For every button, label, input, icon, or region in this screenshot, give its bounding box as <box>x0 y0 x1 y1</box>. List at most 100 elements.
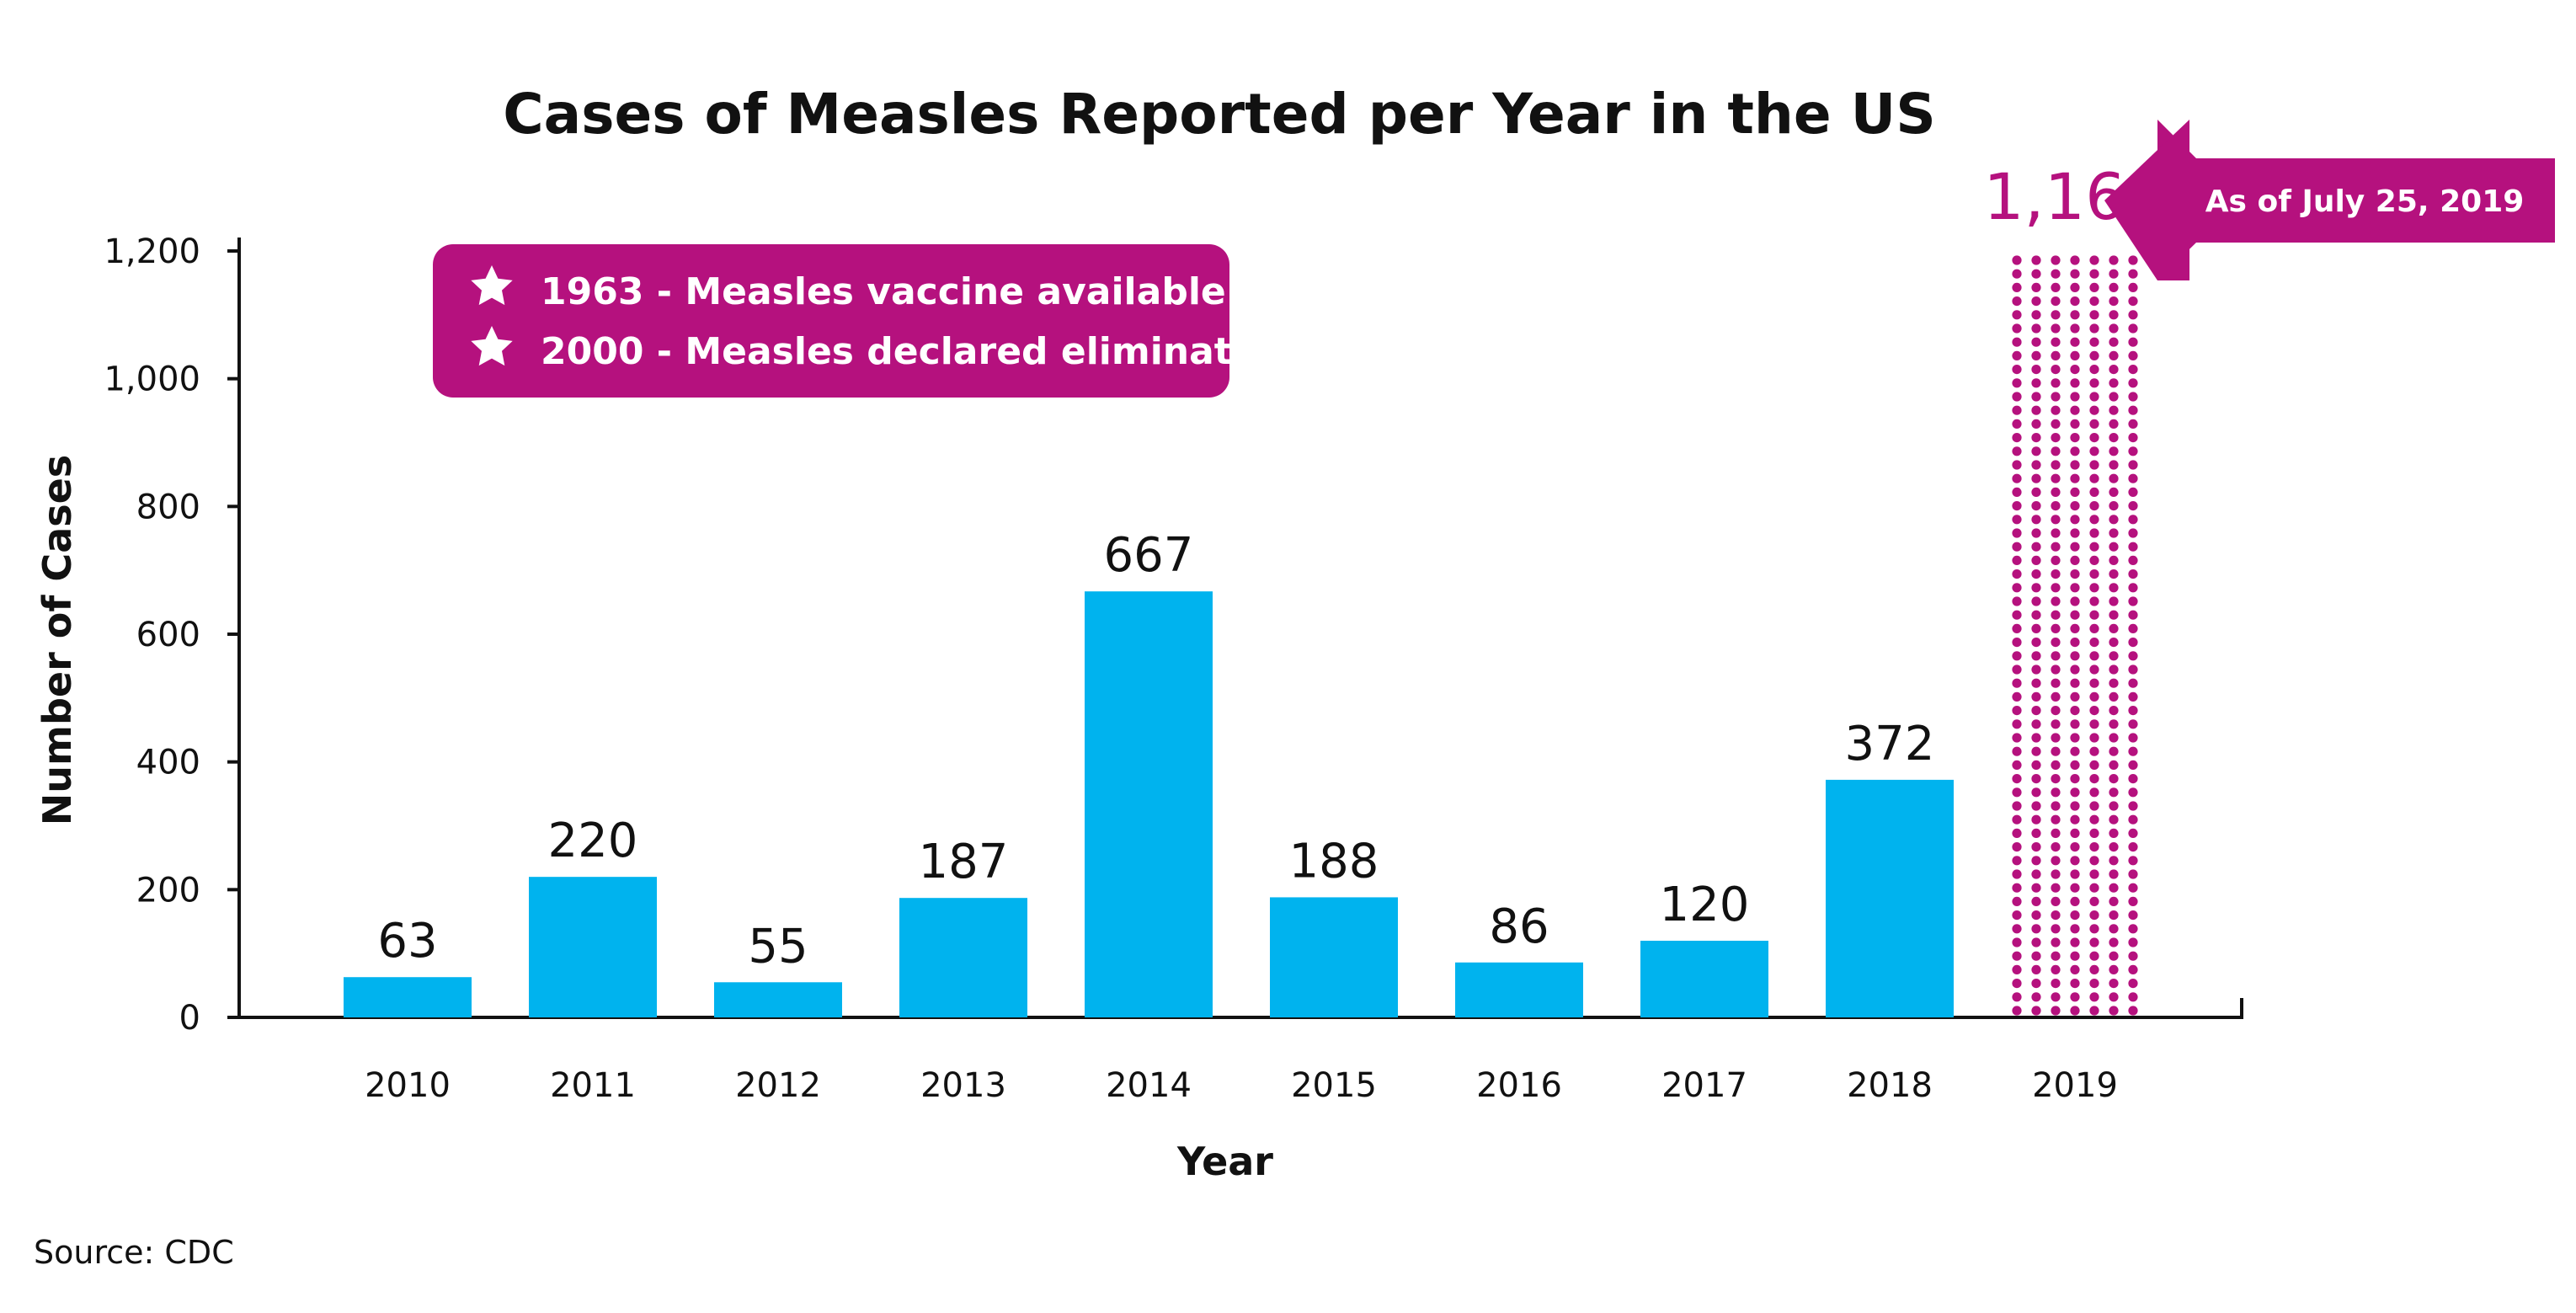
bar-dot <box>2128 964 2138 974</box>
bar-dot <box>2128 910 2138 921</box>
bar-2016 <box>1455 962 1583 1017</box>
bar-dot <box>2128 350 2138 360</box>
bar-dot <box>2051 569 2061 579</box>
bar-dot <box>2051 610 2061 620</box>
bar-dot <box>2051 842 2061 852</box>
bar-dot <box>2012 569 2022 579</box>
bar-dot <box>2128 746 2138 756</box>
bar-dot <box>2109 733 2119 743</box>
bar-dot <box>2051 296 2061 307</box>
bar-dot <box>2031 665 2041 675</box>
bar-dot <box>2051 392 2061 402</box>
bar-dot <box>2089 760 2099 771</box>
bar-dot <box>2089 296 2099 307</box>
bar-dot <box>2012 856 2022 866</box>
bar-dot <box>2031 910 2041 921</box>
bar-dot <box>2128 678 2138 688</box>
bar-dot <box>2012 869 2022 879</box>
bar-dot <box>2031 719 2041 729</box>
bar-dot <box>2031 678 2041 688</box>
bar-dot <box>2051 350 2061 360</box>
bar-dot <box>2128 473 2138 483</box>
bar-dot <box>2051 501 2061 511</box>
bar-dot <box>2012 528 2022 538</box>
value-label-2011: 220 <box>548 814 638 868</box>
bar-dot <box>2128 542 2138 552</box>
bar-dot <box>2031 555 2041 566</box>
bar-dot <box>2031 992 2041 1002</box>
bar-dot <box>2109 937 2119 947</box>
bar-dot <box>2128 296 2138 307</box>
bar-dot <box>2128 365 2138 375</box>
bar-dot <box>2012 446 2022 456</box>
bar-dot <box>2109 706 2119 716</box>
x-tick-label-2016: 2016 <box>1476 1066 1562 1105</box>
x-ticks: 2010 2011 2012 2013 2014 2015 2016 2017 2018 2019 <box>365 1066 2118 1105</box>
bar-dot <box>2089 1006 2099 1016</box>
bar-dot <box>2012 842 2022 852</box>
bar-dot <box>2089 883 2099 893</box>
x-tick-label-2014: 2014 <box>1106 1066 1192 1105</box>
bar-dot <box>2070 746 2080 756</box>
bar-dot <box>2031 583 2041 593</box>
bar-dot <box>2012 787 2022 798</box>
bar-dot <box>2012 323 2022 334</box>
bar-dot <box>2070 419 2080 429</box>
bar-dot <box>2051 678 2061 688</box>
bar-dot <box>2089 638 2099 648</box>
bar-dot <box>2031 569 2041 579</box>
bar-dot <box>2089 392 2099 402</box>
bar-dot <box>2109 460 2119 470</box>
bar-dot <box>2070 992 2080 1002</box>
bar-dot <box>2051 542 2061 552</box>
bar-dot <box>2012 282 2022 292</box>
bar-dot <box>2012 924 2022 934</box>
bar-dot <box>2012 814 2022 825</box>
y-ticks: 0 200 400 600 800 1,000 1,200 <box>104 232 239 1038</box>
bar-dot <box>2089 678 2099 688</box>
bar-dot <box>2031 856 2041 866</box>
bar-dot <box>2012 910 2022 921</box>
bar-dot <box>2051 691 2061 702</box>
bar-dot <box>2109 610 2119 620</box>
bar-dot <box>2070 678 2080 688</box>
bar-dot <box>2128 814 2138 825</box>
bar-dot <box>2109 433 2119 443</box>
bar-dot <box>2128 487 2138 498</box>
bar-dot <box>2070 964 2080 974</box>
bar-dot <box>2012 951 2022 961</box>
x-tick-label-2010: 2010 <box>365 1066 451 1105</box>
bar-dot <box>2012 610 2022 620</box>
bar-dot <box>2070 842 2080 852</box>
bar-dot <box>2051 255 2061 265</box>
bar-dot <box>2128 924 2138 934</box>
bar-dot <box>2128 269 2138 279</box>
bar-dot <box>2089 610 2099 620</box>
bar-dot <box>2012 665 2022 675</box>
bar-dot <box>2012 623 2022 634</box>
bar-dot <box>2070 651 2080 661</box>
bar-dot <box>2089 433 2099 443</box>
bar-dot <box>2012 964 2022 974</box>
bar-dot <box>2089 787 2099 798</box>
source-text: Source: CDC <box>34 1234 234 1271</box>
bar-dot <box>2070 596 2080 606</box>
bar-dot <box>2051 433 2061 443</box>
bar-dot <box>2089 814 2099 825</box>
bar-dot <box>2031 1006 2041 1016</box>
bar-dot <box>2012 979 2022 989</box>
bar-dot <box>2051 555 2061 566</box>
bar-dot <box>2051 706 2061 716</box>
bar-dot <box>2012 596 2022 606</box>
x-tick-label-2017: 2017 <box>1661 1066 1747 1105</box>
bar-dot <box>2051 365 2061 375</box>
bar-dot <box>2070 446 2080 456</box>
bar-dot <box>2012 651 2022 661</box>
callout-arrowhead <box>2104 120 2189 280</box>
bar-dot <box>2070 774 2080 784</box>
bar-dot <box>2031 828 2041 839</box>
bar-dot <box>2051 883 2061 893</box>
bar-2015 <box>1270 897 1398 1017</box>
bar-dot <box>2031 787 2041 798</box>
bar-dot <box>2051 774 2061 784</box>
